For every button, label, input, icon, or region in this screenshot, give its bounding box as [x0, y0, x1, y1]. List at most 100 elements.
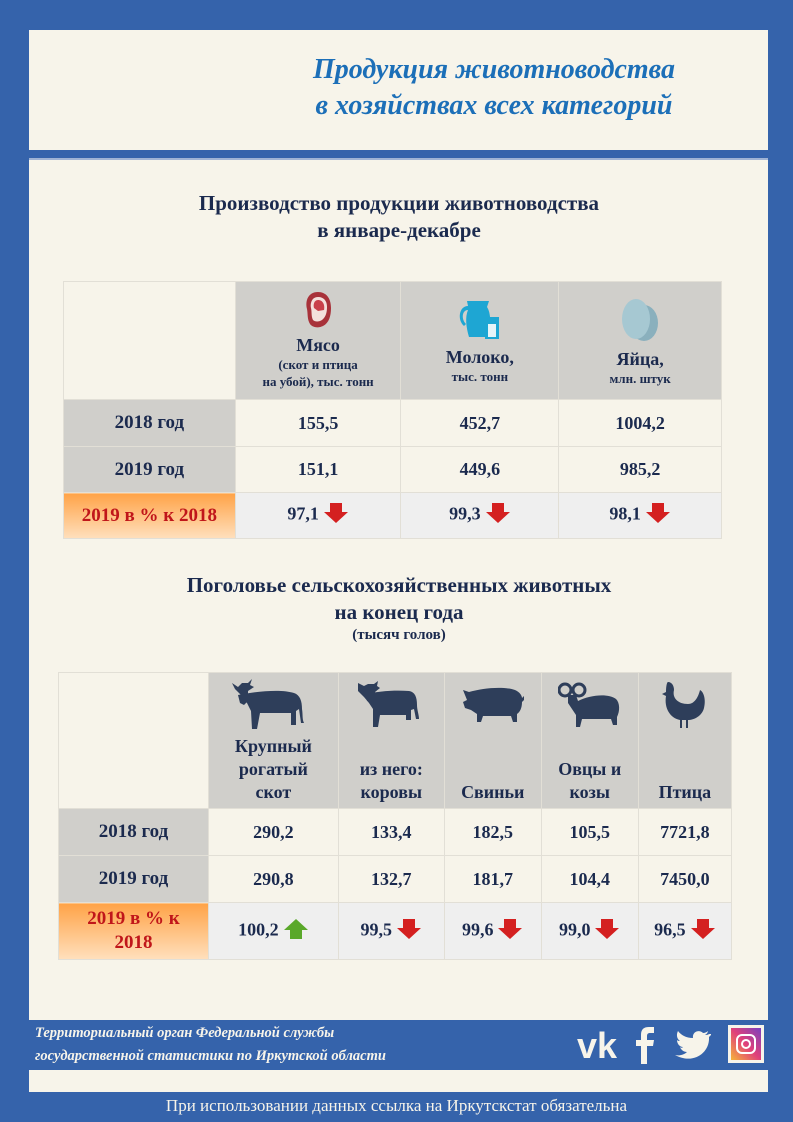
- col-meat: Мясо (скот и птица на убой), тыс. тонн: [234, 281, 402, 400]
- divider: [29, 158, 768, 160]
- col-label: коровы: [360, 782, 423, 802]
- table-row: 2019 год 151,1 449,6 985,2: [63, 446, 722, 493]
- org-line: Территориальный орган Федеральной службы: [35, 1025, 335, 1041]
- row-label: 2018 год: [63, 399, 236, 447]
- cell-value: 182,5: [443, 808, 542, 856]
- instagram-icon[interactable]: [728, 1025, 764, 1063]
- usage-note: При использовании данных ссылка на Иркут…: [165, 1096, 628, 1115]
- cell-value: 7450,0: [637, 855, 733, 903]
- cell-value: 105,5: [540, 808, 639, 856]
- label-line: 2019 в % к: [87, 908, 180, 929]
- col-hen: Птица: [637, 672, 733, 809]
- col-label: [639, 758, 731, 781]
- arrow-down-icon: [594, 918, 620, 945]
- ram-icon: [542, 673, 638, 735]
- divider: [29, 150, 768, 158]
- col-ram: Овцы и козы: [540, 672, 639, 809]
- arrow-down-icon: [323, 502, 349, 529]
- col-unit: тыс. тонн: [451, 368, 509, 384]
- cell-value: 104,4: [540, 855, 639, 903]
- vk-icon[interactable]: vk: [577, 1026, 623, 1064]
- arrow-down-icon: [690, 918, 716, 945]
- cell-value: 99,0: [558, 919, 591, 940]
- col-label: [639, 735, 731, 758]
- col-label: из него:: [359, 759, 423, 779]
- cell-value: 151,1: [234, 446, 402, 493]
- col-label: рогатый: [238, 759, 308, 779]
- percent-cell: 100,2: [208, 902, 339, 960]
- cell-value: 100,2: [238, 919, 279, 940]
- org-line: государственной статистики по Иркутской …: [35, 1048, 386, 1064]
- hen-icon: [639, 673, 731, 735]
- bull-icon: [209, 673, 338, 735]
- row-label: 2019 в % к 2018: [58, 902, 209, 960]
- heading-line: Производство продукции животноводства: [198, 191, 600, 215]
- infographic-panel: Продукция животноводства в хозяйствах все…: [29, 30, 768, 1092]
- row-label: 2019 в % к 2018: [63, 492, 236, 539]
- heading-subtitle: (тысяч голов): [352, 627, 446, 643]
- cell-value: 132,7: [337, 855, 445, 903]
- col-pig: Свиньи: [443, 672, 542, 809]
- col-unit: млн. штук: [609, 370, 671, 386]
- col-label: [445, 758, 541, 781]
- col-label: козы: [569, 782, 610, 802]
- percent-cell: 98,1: [558, 492, 722, 539]
- milk-icon: [459, 300, 499, 339]
- col-unit: (скот и птица: [278, 357, 358, 372]
- col-cow: из него: коровы: [337, 672, 445, 809]
- label-line: 2018: [114, 932, 153, 953]
- arrow-down-icon: [645, 502, 671, 529]
- production-title: Производство продукции животноводства в …: [119, 190, 679, 244]
- col-bull: Крупный рогатый скот: [208, 672, 339, 809]
- col-label: Свиньи: [461, 782, 525, 802]
- percent-cell: 99,5: [337, 902, 445, 960]
- empty-cell: [58, 672, 209, 809]
- col-label: Крупный: [234, 736, 312, 756]
- heading-line: на конец года: [334, 600, 464, 624]
- col-unit: на убой), тыс. тонн: [262, 374, 374, 389]
- cell-value: 452,7: [400, 399, 560, 447]
- twitter-icon[interactable]: [671, 1026, 711, 1064]
- cell-value: 7721,8: [637, 808, 733, 856]
- cell-value: 290,8: [208, 855, 339, 903]
- cell-value: 133,4: [337, 808, 445, 856]
- arrow-up-icon: [283, 918, 309, 945]
- meat-icon: [306, 292, 332, 328]
- col-label: [542, 735, 638, 758]
- production-table: Мясо (скот и птица на убой), тыс. тонн М…: [63, 281, 722, 539]
- pig-icon: [445, 673, 541, 735]
- col-label: Птица: [658, 782, 712, 802]
- cell-value: 1004,2: [558, 399, 722, 447]
- col-eggs: Яйца, млн. штук: [558, 281, 722, 400]
- percent-cell: 97,1: [234, 492, 402, 539]
- arrow-down-icon: [485, 502, 511, 529]
- col-label: [339, 735, 444, 758]
- title-line: Продукция животноводства: [312, 54, 675, 85]
- cell-value: 99,5: [360, 919, 393, 940]
- org-name: Территориальный орган Федеральной службы…: [35, 1022, 386, 1068]
- cell-value: 985,2: [558, 446, 722, 493]
- row-label: 2019 год: [58, 855, 209, 903]
- cell-value: 99,6: [461, 919, 494, 940]
- percent-row: 2019 в % к 2018 97,1 99,3 98,1: [63, 492, 722, 539]
- livestock-title: Поголовье сельскохозяйственных животных …: [119, 572, 679, 644]
- facebook-icon[interactable]: [633, 1026, 657, 1064]
- table-row: 2019 год 290,8 132,7 181,7 104,4 7450,0: [58, 855, 733, 903]
- col-label: скот: [255, 782, 292, 802]
- cow-icon: [339, 673, 444, 735]
- page-title: Продукция животноводства в хозяйствах все…: [259, 52, 729, 124]
- table-row: 2018 год 155,5 452,7 1004,2: [63, 399, 722, 447]
- heading-line: Поголовье сельскохозяйственных животных: [186, 573, 612, 597]
- cell-value: 97,1: [287, 503, 319, 524]
- footer-band: Территориальный орган Федеральной службы…: [29, 1020, 768, 1070]
- col-label: [445, 735, 541, 758]
- heading-line: в январе-декабре: [317, 218, 481, 242]
- empty-cell: [63, 281, 236, 400]
- row-label: 2018 год: [58, 808, 209, 856]
- percent-cell: 99,6: [443, 902, 542, 960]
- arrow-down-icon: [497, 918, 523, 945]
- title-line: в хозяйствах всех категорий: [315, 90, 673, 121]
- percent-cell: 99,0: [540, 902, 639, 960]
- table-row: 2018 год 290,2 133,4 182,5 105,5 7721,8: [58, 808, 733, 856]
- cell-value: 99,3: [449, 503, 481, 524]
